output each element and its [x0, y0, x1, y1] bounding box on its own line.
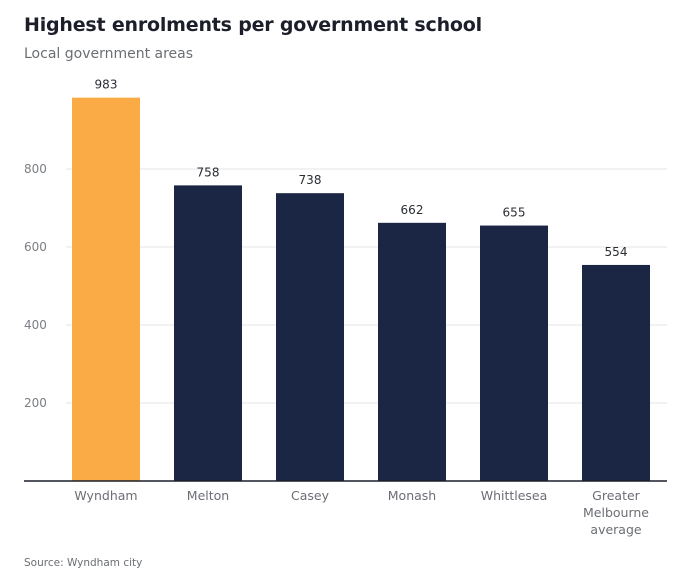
bar-value-label: 554 [605, 245, 628, 259]
bar-value-label: 983 [95, 78, 118, 92]
data-labels: 983 758 738 662 655 554 [95, 78, 628, 259]
bars [72, 97, 650, 481]
x-category-label: Casey [291, 488, 330, 503]
bar [72, 97, 140, 481]
y-tick-label: 600 [24, 240, 47, 254]
chart-title: Highest enrolments per government school [24, 14, 482, 36]
chart-subtitle: Local government areas [24, 46, 194, 62]
x-category-label: Greater [592, 488, 640, 503]
x-category-label: Whittlesea [481, 488, 548, 503]
y-tick-label: 800 [24, 162, 47, 176]
x-category-label: Melbourne [583, 505, 649, 520]
bar [480, 225, 548, 481]
bar-value-label: 655 [503, 206, 526, 220]
bar [378, 222, 446, 481]
bar [174, 185, 242, 481]
bar [276, 193, 344, 481]
bar-value-label: 758 [197, 165, 220, 179]
x-axis-labels: Wyndham Melton Casey Monash Whittlesea Greate… [74, 488, 649, 537]
gridlines [66, 168, 667, 404]
bar [582, 264, 650, 481]
x-category-label: average [590, 522, 641, 537]
bar-value-label: 662 [401, 203, 424, 217]
source-note: Source: Wyndham city [24, 557, 143, 569]
bar-value-label: 738 [299, 173, 322, 187]
x-category-label: Monash [388, 488, 436, 503]
y-tick-label: 200 [24, 396, 47, 410]
x-category-label: Melton [187, 488, 229, 503]
y-axis-ticks: 200 400 600 800 [24, 162, 47, 410]
x-category-label: Wyndham [74, 488, 137, 503]
y-tick-label: 400 [24, 318, 47, 332]
